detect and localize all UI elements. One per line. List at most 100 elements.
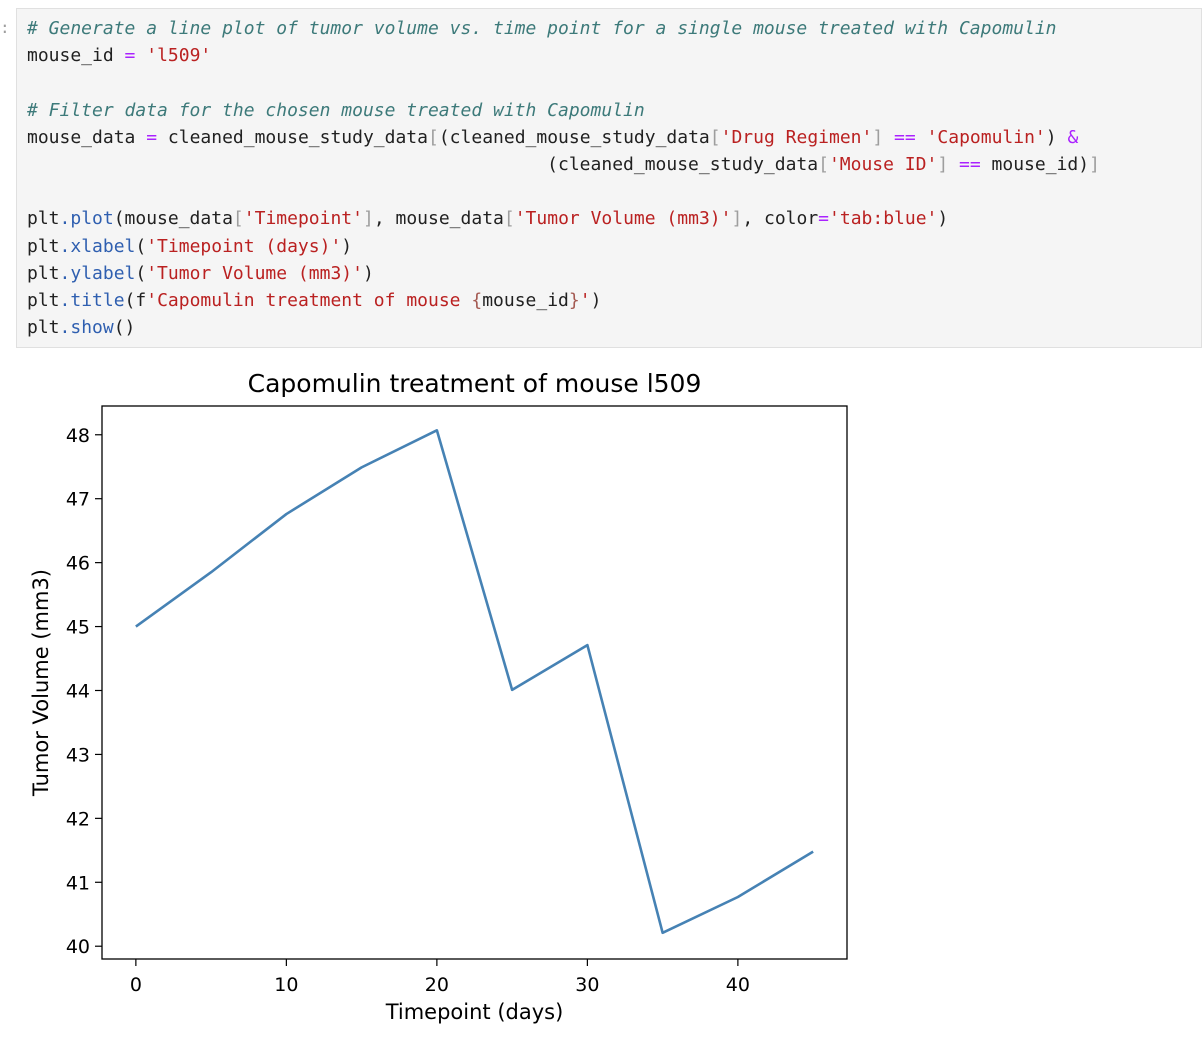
code-line <box>27 178 1100 205</box>
code-token: [ <box>503 208 515 230</box>
code-token: ] <box>872 126 884 148</box>
code-token: , color <box>742 208 819 230</box>
code-token: .ylabel <box>59 262 136 284</box>
code-token: [ <box>428 126 439 148</box>
code-token: & <box>1067 126 1079 148</box>
y-tick-label: 44 <box>66 680 90 702</box>
y-tick-label: 41 <box>66 872 90 894</box>
code-token: plt <box>27 235 60 257</box>
code-token: = <box>146 126 158 148</box>
code-token: ) <box>590 289 602 311</box>
code-token: = <box>818 208 830 230</box>
y-tick-label: 45 <box>66 617 90 639</box>
code-token: plt <box>27 262 60 284</box>
code-token: ] <box>1089 153 1100 175</box>
plot-frame <box>101 405 848 960</box>
code-token: ] <box>362 208 374 230</box>
code-line: mouse_data = cleaned_mouse_study_data[(c… <box>27 124 1100 151</box>
code-token: == <box>959 153 981 175</box>
code-token: mouse_id <box>27 45 125 67</box>
code-token: ' <box>579 289 591 311</box>
code-token: 'Mouse ID' <box>828 153 938 175</box>
code-token <box>916 127 927 148</box>
code-token: (cleaned_mouse_study_data <box>27 153 819 175</box>
x-tick-label: 20 <box>425 974 449 996</box>
code-token: mouse_id <box>482 289 569 311</box>
code-token: .title <box>59 289 125 311</box>
code-token: cleaned_mouse_study_data <box>157 126 428 148</box>
cell-output: Capomulin treatment of mouse l509 0 10 20 30… <box>16 352 1202 1046</box>
code-token: ( <box>135 262 147 284</box>
code-cell-input[interactable]: # Generate a line plot of tumor volume v… <box>16 8 1202 348</box>
y-tick-label: 46 <box>66 553 90 575</box>
code-token: ] <box>937 153 949 175</box>
code-token: 'Timepoint' <box>243 208 363 230</box>
chart-title: Capomulin treatment of mouse l509 <box>248 369 702 398</box>
code-token: [ <box>232 208 244 230</box>
code-token: 'Capomulin treatment of mouse <box>146 289 472 311</box>
code-line: (cleaned_mouse_study_data['Mouse ID'] ==… <box>27 151 1100 178</box>
code-token: plt <box>27 317 60 339</box>
code-token: ) <box>362 262 374 284</box>
code-token: (mouse_data <box>113 208 233 230</box>
code-token: .plot <box>59 208 114 230</box>
code-token: 'Tumor Volume (mm3)' <box>514 208 732 230</box>
y-tick-label: 48 <box>66 425 90 447</box>
code-token <box>135 45 146 66</box>
code-token: plt <box>27 208 60 230</box>
y-tick-label: 42 <box>66 808 90 830</box>
code-token: (f <box>124 289 147 311</box>
code-token: 'tab:blue' <box>829 208 938 230</box>
code-line: plt.ylabel('Tumor Volume (mm3)') <box>27 260 1100 287</box>
code-token: , mouse_data <box>373 208 504 230</box>
code-token: == <box>894 126 916 148</box>
x-axis-label: Timepoint (days) <box>385 1000 564 1024</box>
code-token <box>883 127 894 148</box>
code-token: (cleaned_mouse_study_data <box>438 126 710 148</box>
code-line: plt.xlabel('Timepoint (days)') <box>27 233 1100 260</box>
code-token: = <box>124 45 136 67</box>
series-line-tumor-volume <box>135 428 814 935</box>
code-token: [ <box>709 126 721 148</box>
y-tick-label: 47 <box>66 489 90 511</box>
code-token: ) <box>1045 126 1068 148</box>
tumor-volume-chart: Capomulin treatment of mouse l509 0 10 20 30… <box>29 369 848 1024</box>
x-tick-label: 30 <box>575 974 599 996</box>
code-token: 'Timepoint (days)' <box>146 235 342 257</box>
code-token: 'l509' <box>146 45 212 67</box>
code-token: 'Capomulin' <box>926 126 1046 148</box>
code-line <box>27 69 1100 96</box>
y-tick-label: 40 <box>66 936 90 958</box>
code-token: ( <box>135 235 147 257</box>
code-line: plt.show() <box>27 314 1100 341</box>
x-tick-label: 0 <box>130 974 142 996</box>
y-axis-label: Tumor Volume (mm3) <box>29 569 53 797</box>
code-token: [ <box>818 153 829 175</box>
code-token: mouse_id) <box>980 153 1090 175</box>
code-line: plt.plot(mouse_data['Timepoint'], mouse_… <box>27 205 1100 232</box>
code-editor[interactable]: # Generate a line plot of tumor volume v… <box>27 15 1100 341</box>
code-line: plt.title(f'Capomulin treatment of mouse… <box>27 287 1100 314</box>
cell-prompt: : <box>0 18 10 37</box>
code-token: } <box>568 289 580 311</box>
code-line: mouse_id = 'l509' <box>27 42 1100 69</box>
code-token: .xlabel <box>59 235 136 257</box>
code-token <box>948 154 959 175</box>
y-tick-label: 43 <box>66 744 90 766</box>
code-token: # Filter data for the chosen mouse treat… <box>27 99 645 121</box>
code-line: # Generate a line plot of tumor volume v… <box>27 15 1100 42</box>
code-token: ) <box>937 208 949 230</box>
code-token: ) <box>341 235 353 257</box>
code-token: ] <box>731 208 743 230</box>
x-tick-label: 10 <box>274 974 298 996</box>
code-token: plt <box>27 289 60 311</box>
code-token: mouse_data <box>27 126 147 148</box>
code-token: 'Drug Regimen' <box>720 126 873 148</box>
code-token: () <box>113 317 136 339</box>
code-token: .show <box>59 317 114 339</box>
code-token: { <box>471 289 483 311</box>
code-token: 'Tumor Volume (mm3)' <box>146 262 363 284</box>
x-tick-label: 40 <box>726 974 750 996</box>
code-token: # Generate a line plot of tumor volume v… <box>27 18 1057 39</box>
code-line: # Filter data for the chosen mouse treat… <box>27 97 1100 124</box>
